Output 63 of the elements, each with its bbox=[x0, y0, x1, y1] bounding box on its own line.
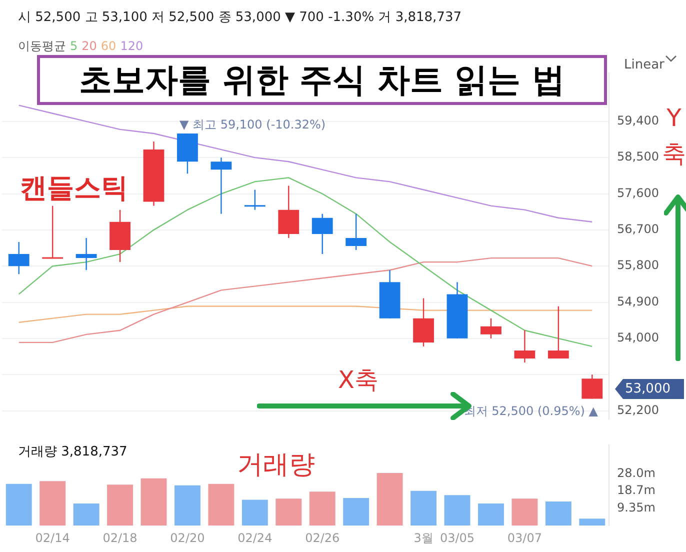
annotation: ▼ 최고 59,100 (-10.32%) bbox=[179, 118, 326, 132]
text: Y축 bbox=[662, 104, 686, 168]
x-tick-label: 02/14 bbox=[35, 530, 70, 545]
text: 120 bbox=[120, 39, 144, 53]
bar bbox=[242, 500, 268, 526]
x-tick-label: 02/18 bbox=[102, 530, 138, 545]
bar bbox=[208, 484, 234, 526]
bar bbox=[174, 485, 200, 526]
bar bbox=[140, 478, 167, 526]
chart-title: 초보자를 위한 주식 차트 읽는 법 bbox=[37, 55, 607, 105]
y-tick-label: 58,500 bbox=[617, 150, 659, 164]
annotation: 거래량 3,818,737 bbox=[18, 444, 128, 460]
text: 20 bbox=[82, 39, 97, 53]
bar bbox=[40, 481, 66, 526]
bar bbox=[73, 503, 100, 526]
x-tick-label: 03/07 bbox=[507, 530, 542, 545]
annotation: 캔들스틱 bbox=[20, 173, 128, 204]
bar bbox=[376, 473, 403, 526]
x-tick-label: 02/20 bbox=[170, 530, 205, 545]
bar bbox=[512, 498, 538, 526]
candlestick bbox=[312, 213, 333, 255]
y-tick-label: 28.0m bbox=[617, 466, 656, 480]
candlestick bbox=[514, 330, 536, 364]
candlestick bbox=[480, 318, 502, 340]
chart-subtitle: 시 52,500 고 53,100 저 52,500 종 53,000 ▼ 700 -1.30% 거 3,818,737 bbox=[18, 9, 462, 26]
candlestick bbox=[8, 241, 30, 275]
y-tick-label: 18.7m bbox=[617, 483, 656, 498]
text: 60 bbox=[100, 39, 116, 53]
y-tick-label: 54,900 bbox=[617, 294, 659, 308]
bar bbox=[343, 498, 370, 526]
x-tick-label: 3월 bbox=[414, 530, 434, 545]
candlestick bbox=[42, 205, 64, 259]
bar bbox=[309, 492, 336, 526]
y-tick-label: 55,800 bbox=[617, 258, 659, 272]
text: Linear bbox=[624, 57, 666, 72]
bar bbox=[276, 498, 302, 526]
y-tick-label: 57,600 bbox=[617, 186, 659, 200]
candlestick bbox=[244, 189, 266, 210]
bar bbox=[410, 490, 437, 526]
y-tick-label: 56,700 bbox=[617, 222, 659, 236]
annotation: 거래량 bbox=[237, 450, 315, 480]
candlestick bbox=[346, 213, 367, 251]
text: 5 bbox=[70, 39, 78, 53]
y-tick-label: 9.35m bbox=[617, 500, 656, 514]
text: 53,000 bbox=[625, 381, 670, 396]
y-tick-label: 52,200 bbox=[617, 402, 659, 417]
annotation: X축 bbox=[338, 366, 378, 394]
candlestick bbox=[582, 374, 603, 400]
bar bbox=[444, 495, 470, 526]
x-tick-label: 03/05 bbox=[440, 530, 475, 545]
candlestick bbox=[210, 156, 232, 214]
y-tick-label: 59,400 bbox=[617, 114, 659, 128]
bar bbox=[478, 503, 504, 526]
bar bbox=[6, 484, 32, 526]
x-tick-label: 02/24 bbox=[238, 530, 272, 545]
x-tick-label: 02/26 bbox=[305, 530, 340, 545]
legend-title: 이동평균 bbox=[18, 39, 66, 53]
candlestick bbox=[76, 237, 97, 271]
y-tick-label: 54,000 bbox=[617, 330, 659, 345]
bar bbox=[107, 484, 134, 526]
candlestick bbox=[548, 306, 569, 360]
bar bbox=[579, 518, 606, 526]
bar bbox=[545, 501, 572, 526]
